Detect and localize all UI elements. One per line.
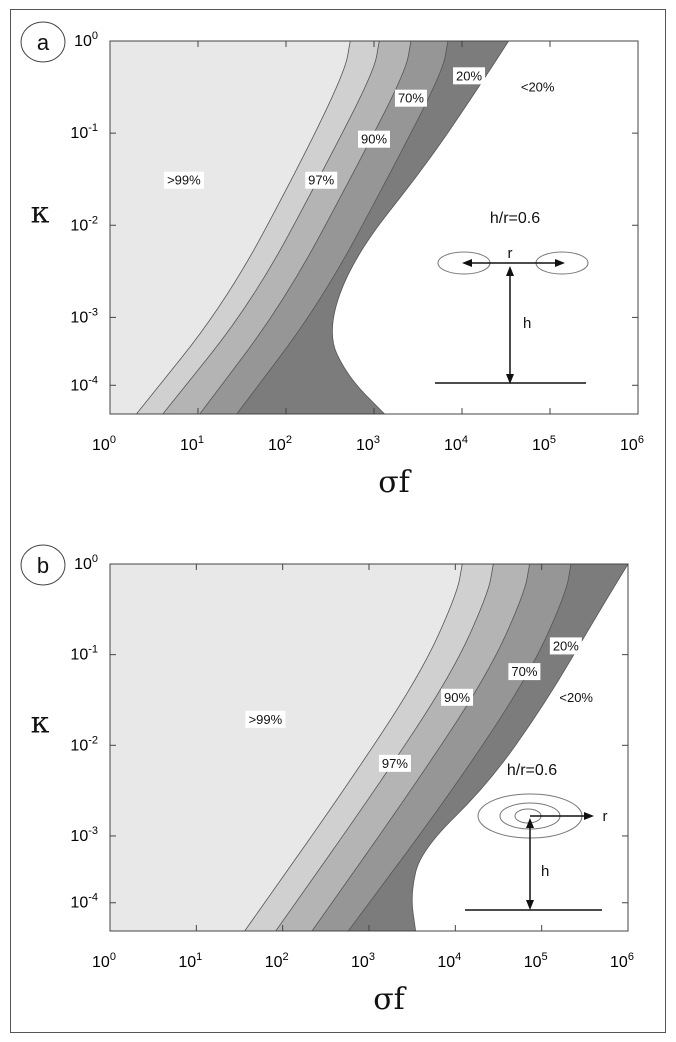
arrow-head bbox=[526, 818, 534, 828]
figure-frame bbox=[10, 9, 666, 1033]
contour-label: 90% bbox=[358, 130, 390, 148]
x-tick-label: 100 bbox=[92, 434, 116, 454]
y-tick-label: 100 bbox=[74, 30, 98, 50]
x-tick-label: 101 bbox=[180, 434, 204, 454]
panel-badge: a bbox=[20, 21, 66, 63]
geometry-inset: h/r=0.6 r h bbox=[465, 762, 608, 911]
contour-regions bbox=[109, 563, 629, 932]
contour-label-box bbox=[441, 688, 474, 706]
region-gt-99 bbox=[109, 40, 351, 415]
y-axis-label: κ bbox=[31, 196, 50, 231]
contour-label-text: >99% bbox=[249, 712, 283, 727]
contour-label: 70% bbox=[394, 89, 427, 107]
y-tick-label: 100 bbox=[74, 553, 98, 573]
x-tick-label: 102 bbox=[268, 434, 292, 454]
contour-label-text: 97% bbox=[308, 173, 334, 188]
y-tick-label: 10-4 bbox=[70, 374, 98, 394]
y-tick-label: 10-1 bbox=[70, 644, 98, 664]
x-tick-label: 103 bbox=[351, 951, 375, 971]
contour-label: 97% bbox=[305, 171, 338, 189]
geometry-inset: h/r=0.6 r h bbox=[435, 210, 589, 384]
contour-label-text: 90% bbox=[361, 132, 387, 147]
r-label: r bbox=[508, 245, 513, 262]
y-tick-label: 10-3 bbox=[70, 306, 98, 326]
contour-label-text: 90% bbox=[444, 690, 470, 705]
h-label: h bbox=[523, 315, 531, 332]
arrow-head bbox=[506, 266, 514, 276]
y-tick-label: 10-3 bbox=[70, 825, 98, 845]
contour-label-box bbox=[508, 663, 541, 681]
arrow-head bbox=[506, 374, 514, 384]
r-label: r bbox=[603, 808, 608, 825]
contour-label-text: 70% bbox=[398, 91, 424, 106]
contour-label-text: <20% bbox=[521, 79, 555, 94]
contour-label: <20% bbox=[521, 79, 555, 94]
x-tick-label: 106 bbox=[610, 951, 634, 971]
panel-badge: b bbox=[20, 544, 66, 586]
arrow-head bbox=[526, 900, 534, 910]
contour-label-text: >99% bbox=[167, 173, 201, 188]
arrow-head bbox=[555, 259, 565, 267]
contour-label-text: 97% bbox=[382, 756, 408, 771]
x-tick-label: 104 bbox=[444, 434, 468, 454]
region-gt-99 bbox=[109, 563, 463, 932]
contour-label-text: 70% bbox=[511, 664, 537, 679]
h-label: h bbox=[541, 863, 549, 880]
contour-regions bbox=[109, 40, 638, 415]
arrow-head bbox=[462, 259, 472, 267]
contour-label: >99% bbox=[163, 171, 204, 189]
x-tick-label: 105 bbox=[524, 951, 548, 971]
x-tick-label: 103 bbox=[356, 434, 380, 454]
contour-label-box bbox=[163, 171, 204, 189]
y-axis-label: κ bbox=[31, 706, 50, 741]
ratio-note: h/r=0.6 bbox=[507, 762, 557, 779]
contour-label: 90% bbox=[441, 688, 474, 706]
x-tick-label: 106 bbox=[620, 434, 644, 454]
y-tick-label: 10-1 bbox=[70, 122, 98, 142]
contour-label: 97% bbox=[378, 754, 411, 772]
panel-b: 100 101 102 103 104 105 106 100 10-1 10-2 10-3 10-4… bbox=[20, 544, 634, 1017]
x-tick-label: 101 bbox=[178, 951, 202, 971]
x-axis-label: σf bbox=[378, 465, 411, 500]
x-tick-label: 105 bbox=[532, 434, 556, 454]
contour-label-text: 20% bbox=[553, 638, 579, 653]
contour-label: >99% bbox=[245, 710, 286, 728]
contour-label-box bbox=[549, 637, 582, 655]
x-tick-label: 104 bbox=[437, 951, 461, 971]
contour-label: 70% bbox=[508, 663, 541, 681]
contour-label: 20% bbox=[453, 67, 486, 85]
contour-label-box bbox=[378, 754, 411, 772]
contour-label: 20% bbox=[549, 637, 582, 655]
y-tick-label: 10-2 bbox=[70, 734, 98, 754]
x-axis-label: σf bbox=[373, 982, 406, 1017]
contour-label: <20% bbox=[559, 690, 593, 705]
panel-a: 100 101 102 103 104 105 106 100 10-1 10-2 10-3 10-4… bbox=[20, 21, 644, 500]
panel-badge-circle bbox=[20, 21, 66, 63]
x-tick-label: 100 bbox=[92, 951, 116, 971]
panel-badge-label: a bbox=[37, 30, 50, 55]
panel-badge-circle bbox=[20, 544, 66, 586]
contour-label-box bbox=[394, 89, 427, 107]
ratio-note: h/r=0.6 bbox=[490, 210, 540, 227]
contour-label-box bbox=[305, 171, 338, 189]
y-tick-label: 10-2 bbox=[70, 214, 98, 234]
y-tick-label: 10-4 bbox=[70, 892, 98, 912]
panel-badge-label: b bbox=[37, 553, 49, 578]
x-tick-label: 102 bbox=[265, 951, 289, 971]
contour-label-text: 20% bbox=[456, 68, 482, 83]
arrow-head bbox=[584, 812, 594, 820]
contour-label-box bbox=[358, 130, 390, 148]
contour-label-box bbox=[453, 67, 486, 85]
contour-label-box bbox=[245, 710, 286, 728]
contour-label-text: <20% bbox=[559, 690, 593, 705]
